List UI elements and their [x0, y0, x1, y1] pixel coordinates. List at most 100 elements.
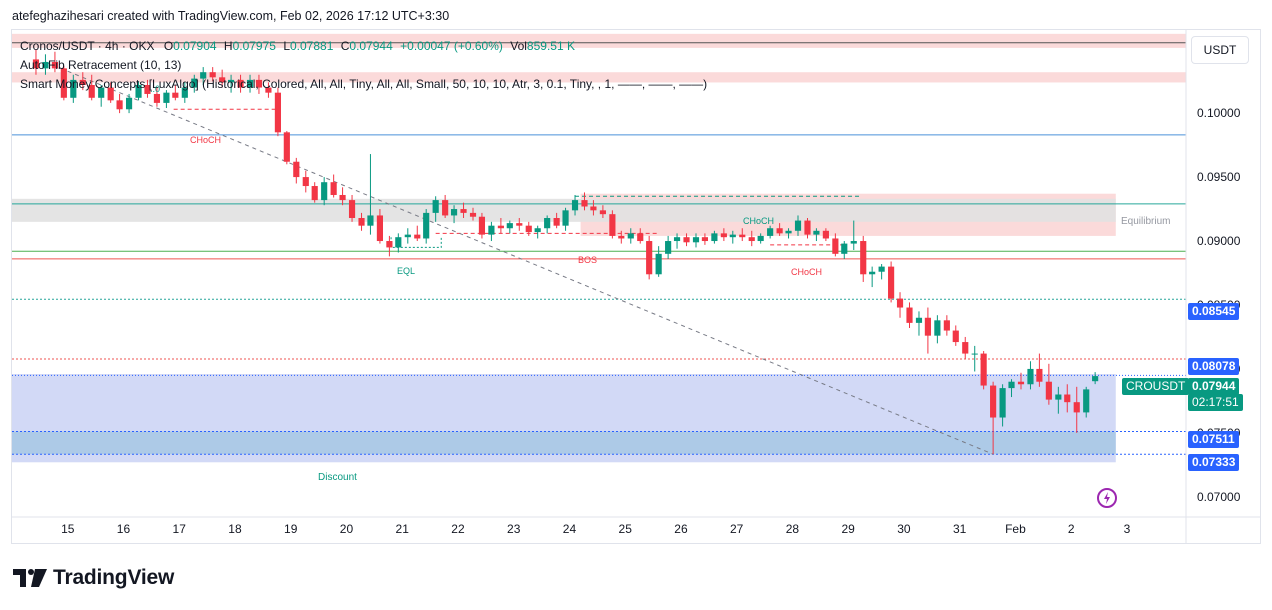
candle-body: [665, 241, 672, 254]
chart-caption: atefeghazihesari created with TradingVie…: [12, 9, 450, 23]
bos-label: BOS: [578, 255, 598, 265]
choch-label-2: CHoCH: [743, 216, 775, 226]
y-axis-tick-label: 0.10000: [1197, 106, 1241, 120]
candle-body: [952, 330, 959, 343]
levels-layer: [12, 42, 1186, 455]
candle-body: [906, 307, 913, 323]
candle-body: [209, 72, 216, 78]
x-axis-tick-label: 19: [284, 522, 298, 536]
volume-value: 859.51 K: [526, 39, 575, 53]
candle-body: [219, 77, 226, 83]
candle-body: [683, 237, 690, 243]
candle-body: [450, 209, 458, 216]
candle-body: [442, 200, 449, 216]
candle-body: [822, 230, 829, 239]
candle-body: [1036, 368, 1043, 382]
premium-zone-top: [12, 33, 1186, 48]
candle-body: [729, 234, 736, 238]
price-tag-level4: 0.07333: [1188, 454, 1240, 471]
candle-body: [701, 237, 708, 242]
y-axis-tick-label: 0.07000: [1197, 490, 1241, 504]
candle-body: [1045, 381, 1052, 400]
candle-body: [720, 233, 727, 238]
candle-body: [107, 87, 114, 101]
symbol-legend[interactable]: Cronos/USDT · 4h · OKX O0.07904 H0.07975…: [20, 39, 575, 53]
candle-body: [265, 87, 272, 93]
volume-label: Vol: [510, 39, 527, 53]
candle-body: [1027, 368, 1034, 385]
bolt-icon[interactable]: [1097, 488, 1117, 508]
symbol-name: Cronos/USDT · 4h · OKX: [20, 39, 155, 53]
candle-body: [544, 218, 551, 229]
candle-body: [404, 234, 411, 238]
candle-body: [367, 215, 374, 226]
candle-body: [227, 79, 235, 83]
candle-body: [469, 212, 477, 217]
x-axis-tick-label: 23: [507, 522, 521, 536]
candle-body: [116, 100, 123, 110]
eql-label: EQL: [397, 266, 416, 276]
x-axis-tick-label: 24: [563, 522, 577, 536]
candle-body: [646, 241, 653, 275]
high-value: 0.07975: [232, 39, 276, 53]
candle-body: [924, 317, 931, 336]
high-label: H: [223, 39, 233, 53]
candle-body: [302, 177, 309, 187]
x-axis-tick-label: 21: [396, 522, 410, 536]
x-axis-tick-label: 15: [61, 522, 75, 536]
choch-label-3: CHoCH: [791, 267, 823, 277]
overlay-layer: 0.070000.075000.080000.085000.090000.095…: [12, 30, 1260, 543]
candle-body: [748, 237, 755, 242]
candle-body: [655, 253, 662, 275]
candle-body: [497, 225, 504, 229]
premium-zone-2: [12, 72, 1186, 83]
candle-body: [739, 234, 746, 238]
candle-body: [1064, 394, 1071, 403]
partial-label: ..0: [150, 84, 161, 94]
close-label: C: [340, 39, 350, 53]
candle-body: [990, 385, 997, 418]
open-label: O: [163, 39, 174, 53]
x-axis-tick-label: 25: [619, 522, 633, 536]
chart-frame: [11, 29, 1261, 544]
candle-body: [581, 200, 588, 207]
candle-body: [896, 298, 904, 308]
candle-body: [191, 78, 198, 88]
candle-body: [757, 235, 764, 242]
currency-button[interactable]: USDT: [1191, 36, 1249, 64]
candle-body: [32, 59, 40, 69]
candle-body: [478, 216, 486, 235]
candle-body: [850, 241, 857, 244]
candle-body: [339, 194, 346, 201]
candle-body: [794, 220, 802, 231]
candle-body: [144, 84, 151, 94]
indicator-fib[interactable]: Auto Fib Retracement (10, 13): [20, 58, 182, 72]
candle-body: [785, 230, 792, 234]
candle-body: [432, 200, 439, 213]
symbol-tag: CROUSDT: [1122, 378, 1190, 395]
candle-body: [841, 243, 848, 254]
candle-body: [1055, 394, 1062, 400]
candle-body: [627, 233, 634, 239]
candle-body: [414, 234, 421, 239]
indicator-smc[interactable]: Smart Money Concepts [LuxAlgo] (Historic…: [20, 77, 708, 91]
candle-body: [135, 84, 142, 98]
tradingview-logo-icon: [13, 569, 47, 587]
candle-body: [293, 161, 300, 178]
choch-label-1: CHoCH: [190, 135, 222, 145]
candle-body: [553, 218, 560, 226]
candle-body: [609, 214, 616, 236]
x-axis-tick-label: 27: [730, 522, 744, 536]
x-axis-tick-label: 30: [897, 522, 911, 536]
candle-body: [711, 233, 718, 242]
candle-body: [878, 266, 885, 272]
price-tag-level1: 0.08545: [1188, 303, 1240, 320]
candle-body: [1008, 381, 1015, 389]
candle-body: [1083, 389, 1090, 413]
price-tag-level2: 0.08078: [1188, 358, 1240, 375]
candle-body: [172, 92, 179, 98]
demand-zone: [12, 431, 1116, 455]
candle-body: [88, 84, 95, 98]
tradingview-logo[interactable]: TradingView: [13, 566, 174, 590]
